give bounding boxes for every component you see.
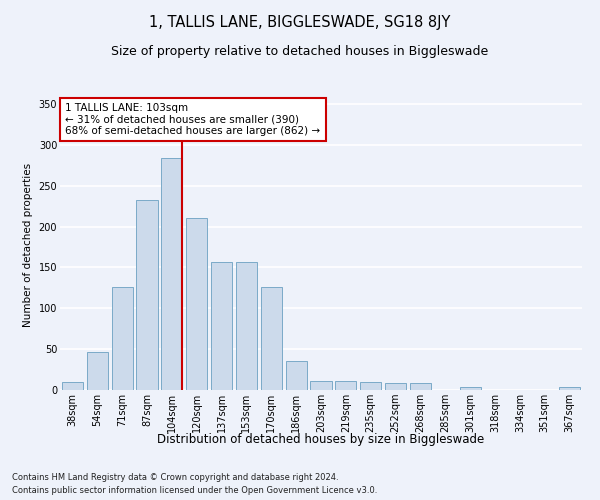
Bar	[385, 382, 406, 390]
Bar	[112, 287, 133, 390]
Bar	[559, 386, 580, 390]
Text: Contains public sector information licensed under the Open Government Licence v3: Contains public sector information licen…	[12, 486, 377, 495]
Bar	[410, 384, 431, 390]
Bar	[136, 200, 158, 390]
Bar	[360, 382, 381, 390]
Text: Contains HM Land Registry data © Crown copyright and database right 2024.: Contains HM Land Registry data © Crown c…	[12, 472, 338, 482]
Bar	[62, 382, 83, 390]
Bar	[335, 381, 356, 390]
Bar	[310, 381, 332, 390]
Y-axis label: Number of detached properties: Number of detached properties	[23, 163, 33, 327]
Text: Distribution of detached houses by size in Biggleswade: Distribution of detached houses by size …	[157, 432, 485, 446]
Bar	[161, 158, 182, 390]
Bar	[261, 287, 282, 390]
Bar	[286, 362, 307, 390]
Text: 1 TALLIS LANE: 103sqm
← 31% of detached houses are smaller (390)
68% of semi-det: 1 TALLIS LANE: 103sqm ← 31% of detached …	[65, 103, 320, 136]
Bar	[460, 386, 481, 390]
Bar	[236, 262, 257, 390]
Bar	[186, 218, 207, 390]
Bar	[211, 262, 232, 390]
Text: Size of property relative to detached houses in Biggleswade: Size of property relative to detached ho…	[112, 45, 488, 58]
Text: 1, TALLIS LANE, BIGGLESWADE, SG18 8JY: 1, TALLIS LANE, BIGGLESWADE, SG18 8JY	[149, 15, 451, 30]
Bar	[87, 352, 108, 390]
